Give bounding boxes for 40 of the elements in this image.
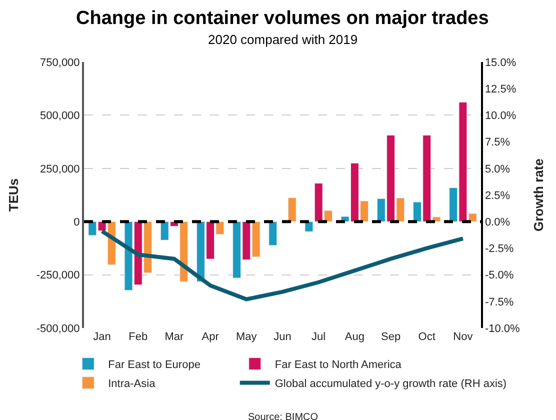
legend-label: Global accumulated y-o-y growth rate (RH axis)	[274, 378, 507, 390]
y2-tick-label: 5.0%	[484, 163, 510, 176]
y2-tick-label: -5.0%	[484, 270, 514, 282]
y2-tick-label: 0.0%	[484, 216, 510, 228]
bar	[288, 198, 296, 222]
x-tick-label: Mar	[164, 331, 184, 343]
y-tick-label: 500,000	[40, 110, 80, 122]
x-tick-label: Jun	[274, 331, 292, 343]
x-tick-label: Oct	[418, 331, 436, 343]
line-series	[100, 229, 465, 302]
y-tick-label: 0	[74, 216, 80, 228]
source-note: Source: BIMCO	[248, 412, 318, 420]
y-axis-title: TEUs	[6, 178, 21, 212]
x-tick-label: Sep	[380, 331, 401, 343]
y2-tick-label: 15.0%	[484, 56, 516, 69]
x-tick-label: Feb	[128, 331, 148, 343]
chart-subtitle: 2020 compared with 2019	[208, 32, 358, 47]
y2-tick-label: 12.5%	[484, 83, 516, 96]
y-tick-label: 250,000	[40, 163, 80, 176]
x-tick-label: May	[236, 331, 258, 343]
legend-label: Far East to North America	[274, 359, 402, 372]
bar	[268, 221, 278, 246]
y-tick-label: -250,000	[36, 270, 80, 282]
x-tick-label: Apr	[202, 331, 220, 343]
legend-label: Intra-Asia	[108, 378, 156, 390]
x-tick-label: Aug	[344, 331, 364, 343]
chart-title: Change in container volumes on major trades	[76, 8, 489, 29]
x-tick-label: Jul	[312, 331, 326, 343]
y2-tick-label: -2.5%	[484, 243, 514, 256]
y2-tick-label: 2.5%	[484, 190, 510, 202]
y2-tick-label: -7.5%	[484, 296, 514, 308]
y2-tick-label: 10.0%	[484, 110, 516, 122]
y2-tick-label: 7.5%	[484, 136, 510, 149]
legend-label: Far East to Europe	[108, 359, 200, 372]
y2-axis-title: Growth rate	[531, 158, 546, 232]
x-tick-label: Nov	[453, 331, 474, 343]
y2-tick-label: -10.0%	[484, 322, 520, 335]
y-tick-label: -500,000	[36, 322, 80, 335]
y-tick-label: 750,000	[40, 56, 80, 69]
x-tick-label: Jan	[93, 331, 111, 343]
